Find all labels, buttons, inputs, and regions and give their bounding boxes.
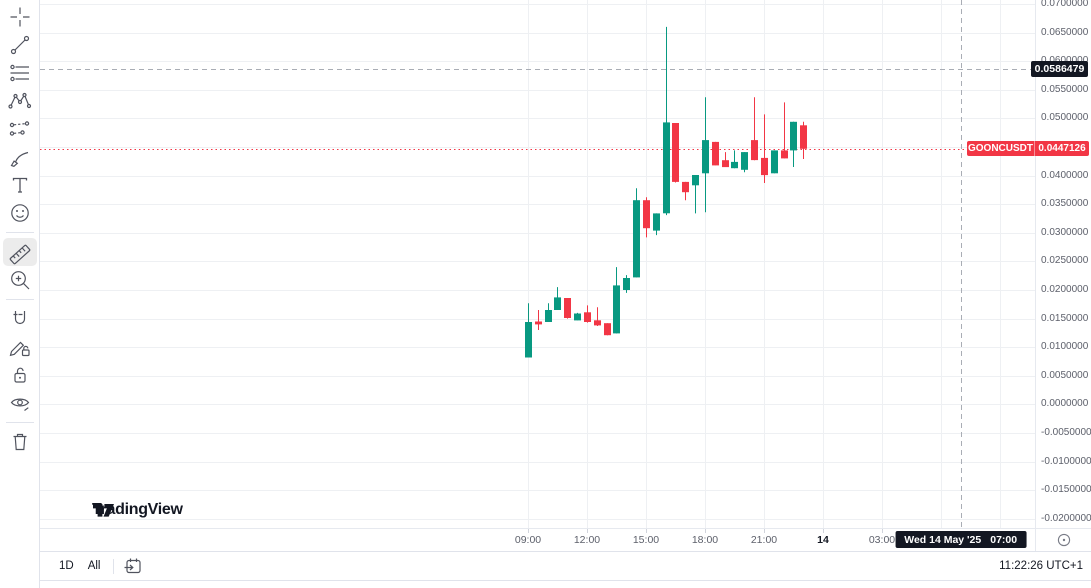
magnet-icon[interactable] [3,305,37,333]
go-to-date-icon[interactable] [120,555,146,577]
zoom-in-icon[interactable] [3,266,37,294]
time-axis-label: 14 [817,534,829,546]
bottom-bar-separator [113,558,115,574]
price-axis-label: 0.0600000 [1041,55,1088,66]
time-axis-label: 21:00 [750,534,778,546]
time-axis[interactable]: Wed 14 May '25 07:00 09:00 12:00 15:00 18:0… [40,528,1035,551]
time-axis-tick-mark [822,529,824,533]
price-axis-label: -0.0150000 [1041,484,1091,496]
price-axis-label: 0.0000000 [1041,398,1089,410]
toolbar-separator [5,299,34,300]
interval-button[interactable]: 1D [52,557,81,575]
time-axis-label: 12:00 [573,534,601,546]
price-axis-label: -0.0200000 [1041,512,1091,524]
time-axis-tick-mark [881,529,883,533]
lock-all-drawings-icon[interactable] [3,361,37,389]
crosshair-time-label: 07:00 [990,533,1018,546]
time-axis-label: 09:00 [514,534,542,546]
symbol-label: GOONCUSDT [968,143,1033,154]
last-price-value: 0.0447126 [1038,143,1086,154]
candlestick-chart-pane[interactable]: TradingView [40,0,1035,528]
drawing-mode-lock-icon[interactable] [3,333,37,361]
time-axis-tick-mark [528,529,529,533]
drawing-toolbar [0,0,40,588]
price-axis-label: 0.0700000 [1041,0,1089,9]
last-price-badge: GOONCUSDT 0.0447126 [967,141,1089,156]
price-axis-label: 0.0150000 [1041,312,1089,324]
time-axis-tick-mark [763,529,765,533]
range-all-button[interactable]: All [81,557,108,575]
crosshair-icon[interactable] [3,3,37,31]
price-axis-label: 0.0200000 [1041,284,1089,295]
price-axis-label: -0.0100000 [1041,455,1091,467]
time-axis-label: 03:00 [868,534,896,546]
badge-divider [1034,141,1035,156]
hide-drawings-icon[interactable] [3,389,37,417]
toolbar-separator [5,422,34,423]
price-axis[interactable]: 0.0700000 0.0650000 0.0600000 0.0550000 0.05… [1035,0,1091,528]
crosshair-date-label: Wed 14 May '25 [904,533,982,546]
time-axis-tick-mark [586,529,588,533]
price-axis-label: 0.0050000 [1041,369,1089,381]
crosshair-price-badge: 0.0586479 [1031,61,1088,77]
price-axis-label: 0.0300000 [1041,226,1089,238]
fib-retracement-icon[interactable] [3,59,37,87]
price-axis-label: 0.0400000 [1041,169,1089,181]
tradingview-logo-text: TradingView [92,501,183,518]
tradingview-logo[interactable]: TradingView [92,501,183,519]
brush-icon[interactable] [3,143,37,171]
trend-line-icon[interactable] [3,31,37,59]
bottom-toolbar: 1D All 11:22:26 UTC+1 [40,551,1091,581]
price-axis-label: 0.0100000 [1041,341,1089,353]
text-icon[interactable] [3,171,37,199]
time-axis-tick-mark [645,529,647,533]
crosshair-time-badge: Wed 14 May '25 07:00 [895,531,1027,548]
price-axis-label: 0.0350000 [1041,198,1089,210]
time-axis-label: 18:00 [691,534,719,546]
price-axis-label: 0.0550000 [1041,83,1089,95]
axis-corner [1035,528,1091,551]
projection-icon[interactable] [3,115,37,143]
emoji-icon[interactable] [3,199,37,227]
xabcd-pattern-icon[interactable] [3,87,37,115]
price-axis-label: 0.0650000 [1041,26,1089,38]
clock-utc-label[interactable]: 11:22:26 UTC+1 [999,560,1083,572]
tradingview-logo-mark [93,504,114,517]
time-axis-label: 15:00 [632,534,660,546]
remove-drawings-icon[interactable] [3,428,37,456]
ruler-icon[interactable] [2,238,37,266]
price-axis-label: 0.0500000 [1041,112,1089,124]
price-axis-label: -0.0050000 [1041,427,1091,438]
price-axis-label: 0.0250000 [1041,255,1089,267]
candlestick-chart[interactable] [40,0,1035,528]
time-axis-tick-mark [704,529,706,533]
price-scale-settings-icon[interactable] [1056,532,1072,548]
toolbar-separator [5,232,34,233]
